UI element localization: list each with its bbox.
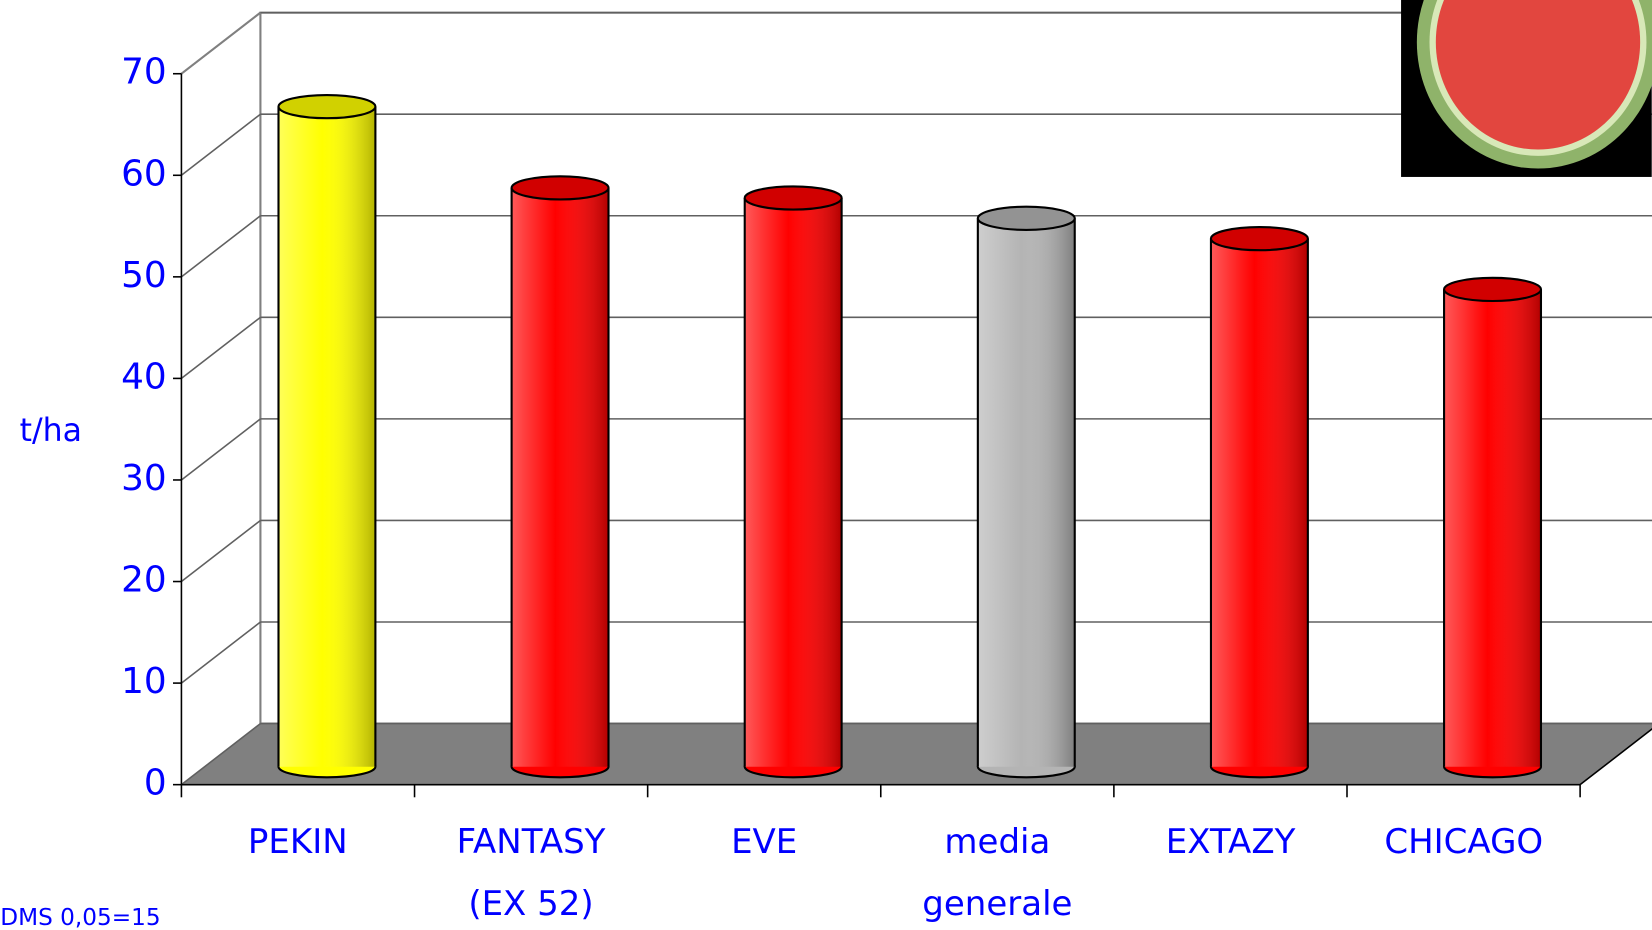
y-tick-label: 20 [121, 560, 167, 601]
bar-top [976, 205, 1076, 231]
bar-shade [511, 187, 609, 767]
y-tick-label: 50 [121, 255, 167, 296]
x-tick-label: PEKIN [247, 821, 348, 862]
bar-shade [1210, 238, 1308, 767]
bar-top-shade [278, 95, 376, 119]
y-tick-label: 70 [121, 52, 167, 93]
bar [1443, 276, 1543, 779]
note: DMS 0,05=15 [0, 904, 160, 930]
x-tick-label: EVE [731, 821, 798, 862]
bar [277, 93, 377, 779]
bar-shade [744, 198, 842, 767]
y-tick-label: 0 [144, 763, 167, 804]
grid-line-side [180, 215, 261, 278]
bar-shade [1444, 289, 1541, 767]
watermelon-photo [1401, 0, 1652, 177]
bar-top [743, 185, 843, 211]
bar-top [510, 175, 610, 201]
grid-line-side [180, 621, 261, 684]
grid-line-side [180, 418, 261, 481]
bar [976, 205, 1076, 779]
bar-top-shade [744, 186, 842, 210]
y-tick-label: 60 [121, 153, 167, 194]
bar [1209, 225, 1309, 779]
grid-line-side [180, 113, 261, 176]
x-tick-label: FANTASY (EX 52) [456, 821, 606, 924]
bar-top [277, 93, 377, 120]
x-tick-label: media generale [922, 821, 1073, 924]
grid-line-side [180, 519, 261, 583]
bar [743, 185, 843, 779]
grid-line-side [180, 316, 261, 380]
y-tick-label: 40 [121, 356, 167, 397]
left-wall-edge [180, 11, 262, 75]
floor [181, 723, 1652, 785]
bar-top-shade [1210, 227, 1308, 251]
bar-shade [977, 218, 1075, 767]
bar-top [1209, 225, 1309, 252]
y-tick-label: 30 [121, 458, 167, 499]
x-tick-label: EXTAZY [1165, 821, 1296, 862]
bar-shade [278, 106, 376, 767]
y-tick-label: 10 [121, 661, 167, 702]
bar-top-shade [511, 176, 609, 200]
bar-top [1443, 276, 1543, 303]
bar-top-shade [1444, 277, 1541, 301]
bar-top-shade [977, 206, 1075, 230]
x-tick-label: CHICAGO [1384, 821, 1544, 862]
bar [510, 175, 610, 779]
x-axis-depth [1579, 728, 1652, 786]
y-axis-label: t/ha [20, 413, 82, 449]
grid-line-side [180, 722, 261, 786]
